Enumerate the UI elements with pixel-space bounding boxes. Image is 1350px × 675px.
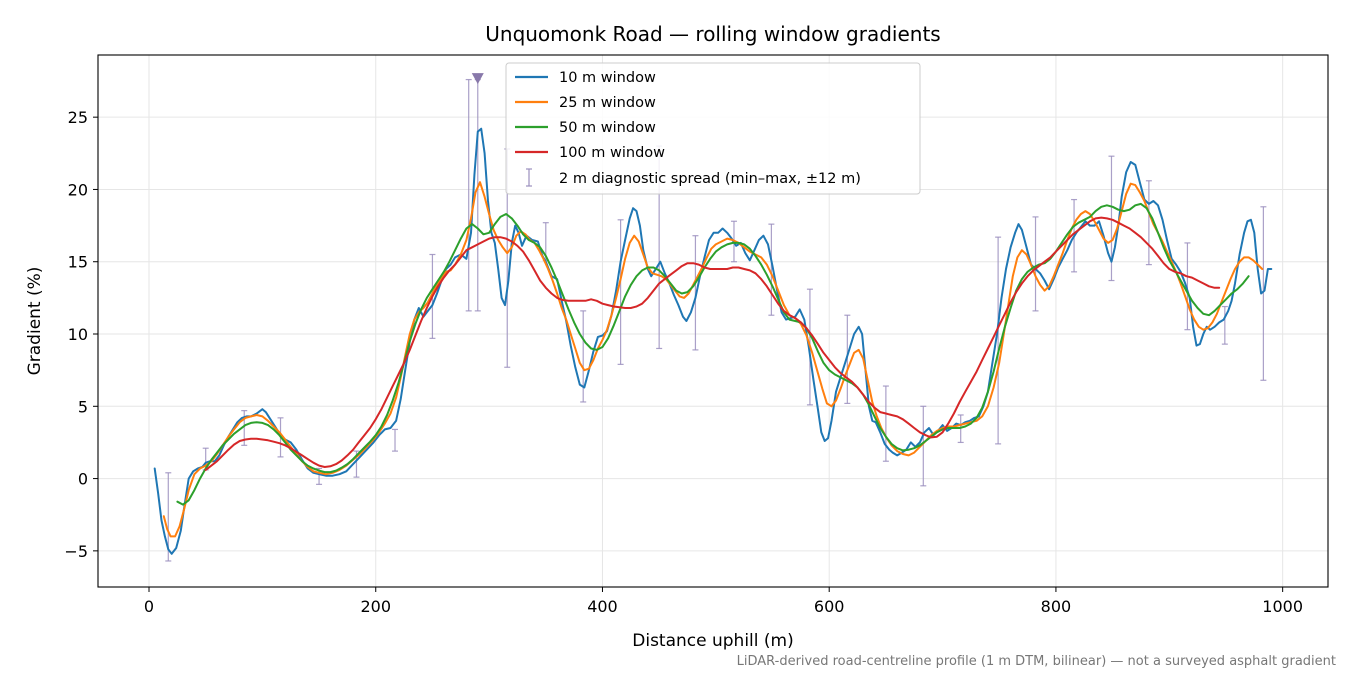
- error-bar: [1032, 216, 1039, 312]
- footnote: LiDAR-derived road-centreline profile (1…: [737, 654, 1336, 669]
- series-line-100m: [204, 216, 1221, 471]
- peak-marker: [471, 73, 484, 85]
- legend-label-100m: 100 m window: [559, 145, 665, 161]
- error-bar: [995, 236, 1002, 445]
- x-axis-label: Distance uphill (m): [632, 631, 793, 651]
- series-line-25m: [162, 181, 1264, 538]
- error-bar: [1184, 242, 1191, 331]
- x-tick-label: 400: [587, 597, 618, 616]
- y-tick-label: 0: [78, 470, 88, 489]
- error-bar: [692, 235, 699, 351]
- error-bar: [392, 428, 399, 452]
- legend-label-25m: 25 m window: [559, 95, 656, 111]
- error-bar: [617, 219, 624, 365]
- legend-box: [505, 62, 921, 195]
- x-tick-label: 800: [1041, 597, 1072, 616]
- error-bar: [1221, 305, 1228, 345]
- ticks: 0 200 400 600 800 1000 −5 0 5 10 15 20 25: [64, 108, 1303, 616]
- legend-label-50m: 50 m window: [559, 120, 656, 136]
- series-line-50m: [176, 202, 1250, 506]
- y-tick-label: 10: [68, 325, 88, 344]
- error-bar: [844, 314, 851, 405]
- error-bar: [920, 405, 927, 487]
- y-tick-label: −5: [64, 542, 88, 561]
- legend-label-10m: 10 m window: [559, 70, 656, 86]
- legend-label-spread: 2 m diagnostic spread (min–max, ±12 m): [559, 171, 861, 187]
- error-bar: [1260, 206, 1267, 381]
- error-bar: [1145, 180, 1152, 266]
- x-tick-label: 1000: [1262, 597, 1303, 616]
- x-tick-label: 0: [144, 597, 154, 616]
- chart-title: Unquomonk Road — rolling window gradient…: [485, 22, 940, 46]
- y-tick-label: 5: [78, 397, 88, 416]
- y-tick-label: 15: [68, 253, 88, 272]
- y-tick-label: 20: [68, 180, 88, 199]
- y-tick-label: 25: [68, 108, 88, 127]
- error-bar: [768, 223, 775, 316]
- legend-swatch-spread: [526, 168, 532, 187]
- y-axis-label: Gradient (%): [25, 267, 45, 376]
- x-tick-label: 600: [814, 597, 845, 616]
- x-tick-label: 200: [360, 597, 391, 616]
- legend: 10 m window 25 m window 50 m window 100 …: [505, 62, 921, 195]
- error-bar: [882, 385, 889, 462]
- axes-frame: [97, 54, 1329, 588]
- error-bar: [465, 78, 472, 312]
